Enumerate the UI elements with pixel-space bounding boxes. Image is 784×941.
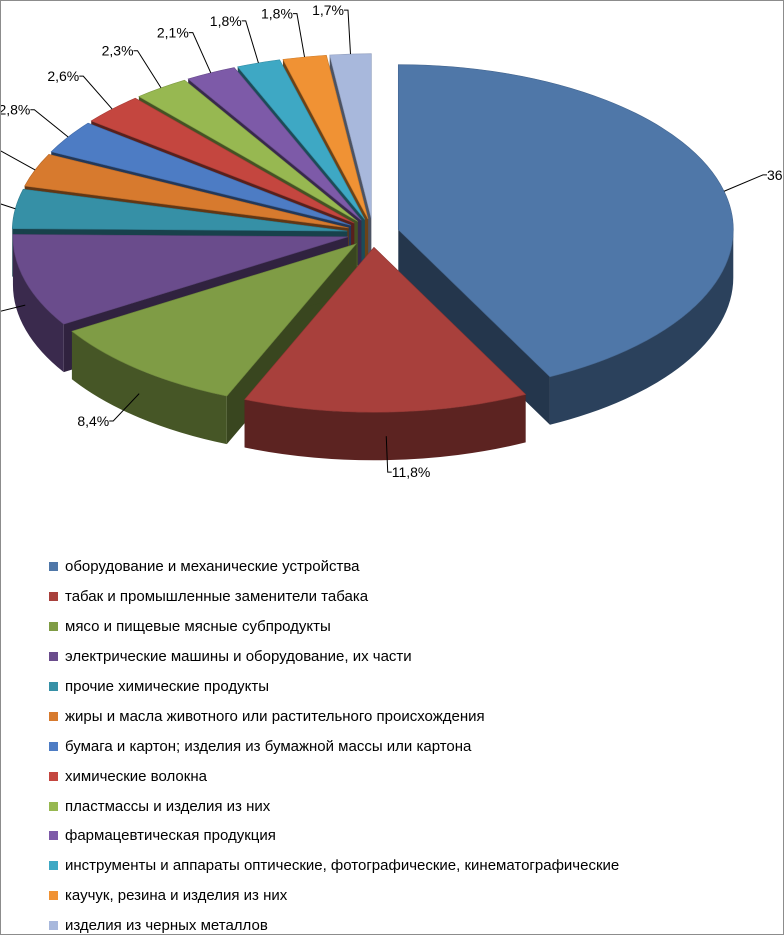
- legend-label: оборудование и механические устройства: [65, 558, 360, 576]
- data-label: 11,8%: [392, 464, 431, 480]
- pie-chart: 36,4%11,8%8,4%7,8%3,3%2,8%2,8%2,6%2,3%2,…: [1, 2, 783, 480]
- legend-item: фармацевтическая продукция: [49, 821, 779, 851]
- legend-item: прочие химические продукты: [49, 672, 779, 702]
- data-label: 36,4%: [767, 167, 783, 183]
- data-label: 2,6%: [47, 68, 79, 84]
- pie-slice: [90, 97, 355, 224]
- legend-swatch: [49, 711, 58, 721]
- pie-slice: [12, 234, 349, 325]
- legend-label: электрические машины и оборудование, их …: [65, 648, 412, 666]
- legend-item: жиры и масла животного или растительного…: [49, 701, 779, 731]
- leader-line: [723, 174, 767, 192]
- pie-tops: [11, 53, 734, 413]
- leader-line: [1, 203, 16, 210]
- slice-side: [398, 229, 734, 425]
- legend-swatch: [49, 682, 58, 691]
- legend-item: каучук, резина и изделия из них: [49, 881, 779, 911]
- legend-swatch: [49, 622, 58, 632]
- leader-line: [188, 32, 212, 74]
- legend-label: жиры и масла животного или растительного…: [65, 707, 485, 725]
- legend-label: пластмассы и изделия из них: [65, 797, 271, 815]
- legend-label: табак и промышленные заменители табака: [65, 588, 369, 606]
- pie-labels: 36,4%11,8%8,4%7,8%3,3%2,8%2,8%2,6%2,3%2,…: [1, 2, 783, 480]
- legend-label: прочие химические продукты: [65, 678, 269, 695]
- leader-line: [343, 9, 351, 55]
- leader-line: [1, 304, 26, 312]
- pie-slice: [138, 79, 358, 222]
- legend-swatch: [49, 771, 58, 781]
- legend-swatch: [49, 921, 58, 931]
- legend-swatch: [49, 592, 58, 602]
- data-label: 2,8%: [1, 102, 30, 118]
- legend-swatch: [49, 831, 58, 841]
- leader-line: [79, 75, 113, 110]
- legend-swatch: [49, 741, 58, 751]
- legend-label: мясо и пищевые мясные субпродукты: [65, 618, 331, 636]
- pie-slice: [71, 243, 358, 397]
- legend-item: пластмассы и изделия из них: [49, 791, 779, 821]
- legend-item: оборудование и механические устройства: [49, 552, 779, 582]
- pie-slice: [24, 154, 349, 229]
- leader-line: [109, 393, 140, 422]
- legend-label: каучук, резина и изделия из них: [65, 887, 288, 905]
- legend-label: изделия из черных металлов: [65, 917, 268, 935]
- legend-label: фармацевтическая продукция: [65, 827, 276, 845]
- leader-line: [30, 109, 69, 138]
- legend-item: химические волокна: [49, 761, 779, 791]
- data-label: 1,8%: [261, 6, 293, 22]
- leader-line: [1, 150, 36, 171]
- legend-label: инструменты и аппараты оптические, фотог…: [65, 857, 620, 875]
- legend-item: бумага и картон; изделия из бумажной мас…: [49, 731, 779, 761]
- legend-label: химические волокна: [65, 767, 207, 785]
- pie-slice: [50, 122, 352, 226]
- data-label: 1,7%: [312, 2, 344, 18]
- legend-item: инструменты и аппараты оптические, фотог…: [49, 851, 779, 881]
- legend-swatch: [49, 652, 58, 662]
- leader-line: [133, 50, 162, 89]
- legend-label: бумага и картон; изделия из бумажной мас…: [65, 737, 472, 755]
- data-label: 8,4%: [77, 413, 109, 429]
- legend-swatch: [49, 891, 58, 901]
- data-label: 2,3%: [102, 43, 134, 59]
- pie-slice: [397, 64, 734, 378]
- leader-line: [292, 13, 306, 58]
- legend-item: табак и промышленные заменители табака: [49, 582, 779, 612]
- data-label: 1,8%: [210, 13, 242, 29]
- legend-swatch: [49, 562, 58, 572]
- legend-swatch: [49, 801, 58, 811]
- pie-slice: [244, 246, 527, 413]
- legend-item: электрические машины и оборудование, их …: [49, 642, 779, 672]
- leader-line: [385, 436, 392, 473]
- legend-swatch: [49, 861, 58, 871]
- legend: оборудование и механические устройства та…: [49, 552, 779, 941]
- leader-line: [241, 20, 259, 64]
- legend-item: мясо и пищевые мясные субпродукты: [49, 612, 779, 642]
- legend-item: изделия из черных металлов: [49, 911, 779, 941]
- data-label: 2,1%: [157, 25, 189, 41]
